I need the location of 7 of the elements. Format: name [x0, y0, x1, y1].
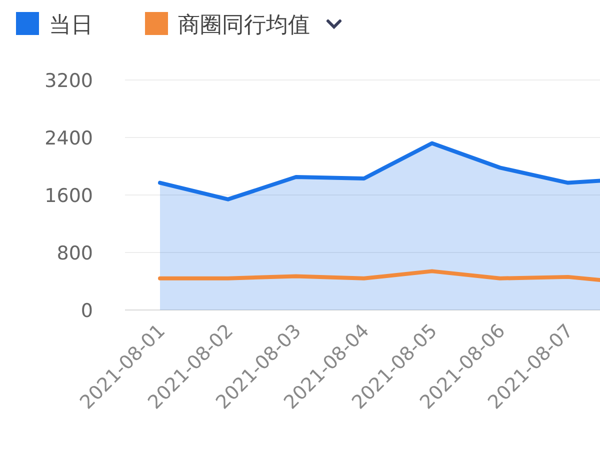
- y-tick-label: 800: [56, 242, 93, 264]
- legend-label: 商圈同行均值: [178, 13, 310, 38]
- legend-label: 当日: [49, 13, 93, 38]
- y-tick-label: 2400: [44, 128, 93, 150]
- y-tick-label: 0: [80, 300, 93, 322]
- y-tick-label: 1600: [44, 185, 93, 207]
- y-tick-label: 3200: [44, 70, 93, 92]
